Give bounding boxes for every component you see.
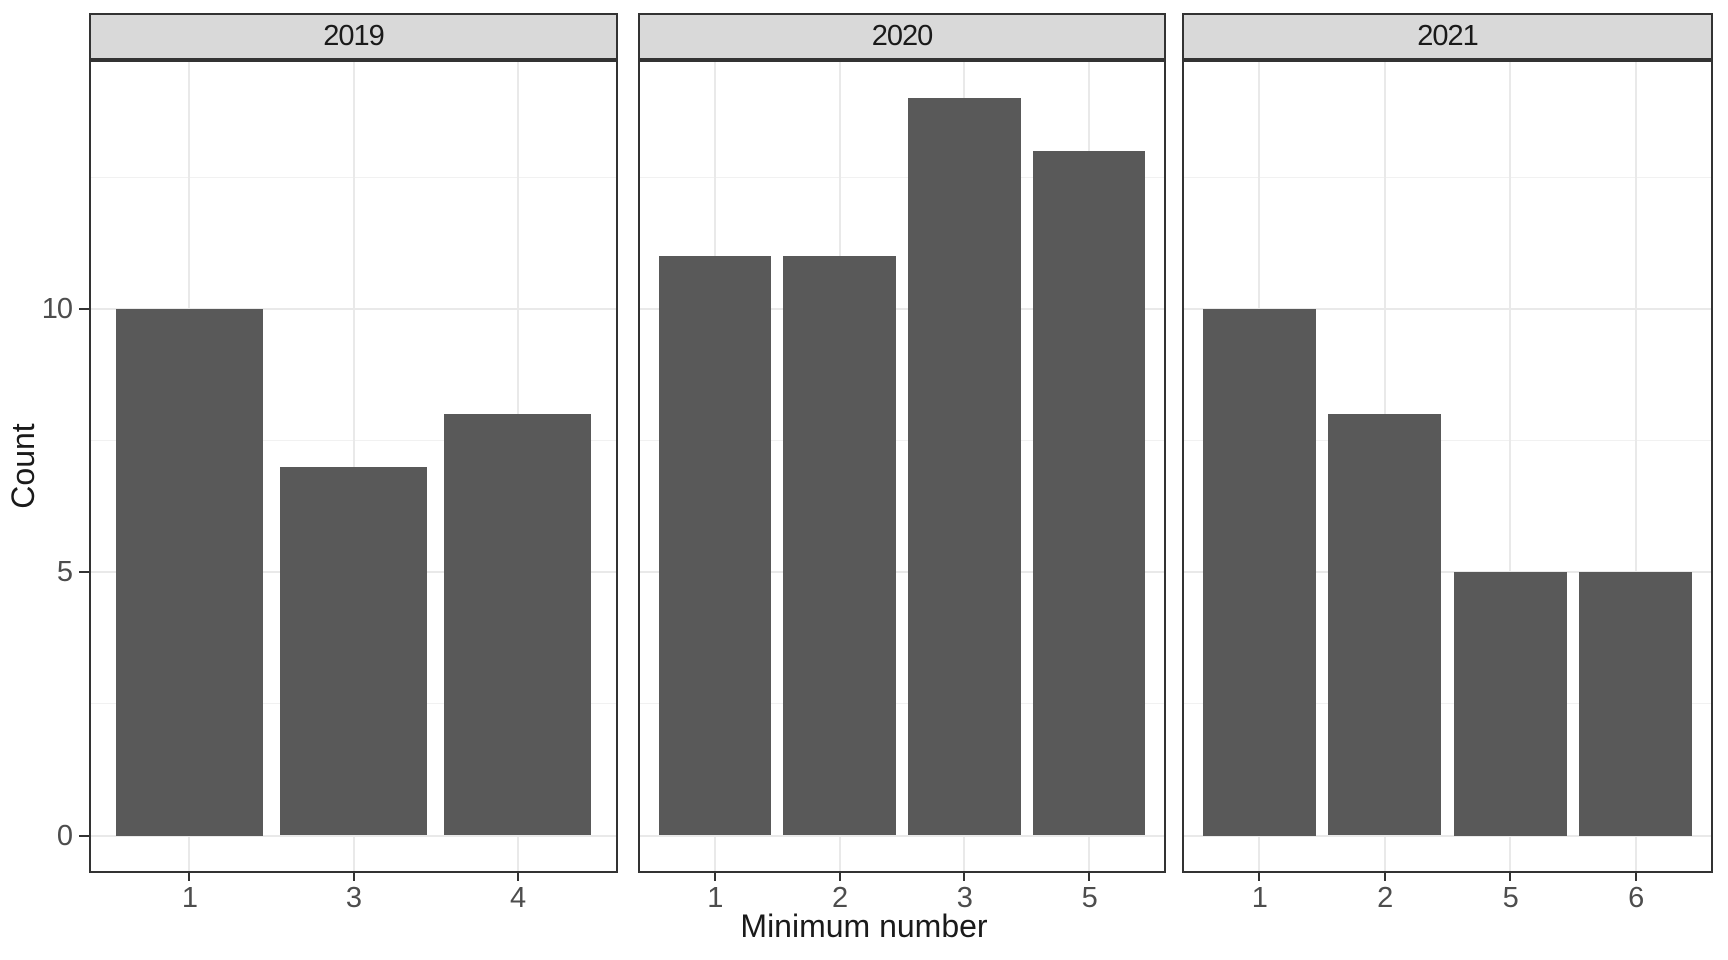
x-tick-mark (352, 873, 355, 881)
x-tick-mark (1634, 873, 1637, 881)
x-tick-mark (1383, 873, 1386, 881)
gridline-minor-horizontal (640, 703, 1164, 705)
bar (115, 309, 264, 836)
bar (1453, 572, 1567, 836)
x-tick-label: 1 (181, 882, 198, 914)
x-tick-mark (963, 873, 966, 881)
x-tick-label: 2 (1377, 882, 1393, 914)
facet-panel (89, 60, 618, 873)
facet-strip-label: 2021 (1417, 20, 1479, 52)
bar (658, 256, 771, 836)
facet-strip: 2019 (89, 13, 618, 60)
bar (1328, 414, 1442, 836)
bar (1033, 151, 1146, 836)
x-tick-label: 6 (1628, 882, 1644, 914)
gridline-major-horizontal (1184, 571, 1711, 574)
facet-strip: 2020 (638, 13, 1166, 60)
x-tick-label: 4 (509, 882, 526, 914)
gridline-minor-horizontal (1184, 440, 1711, 442)
y-tick-mark (79, 308, 89, 310)
x-tick-mark (1509, 873, 1512, 881)
x-tick-label: 3 (345, 882, 362, 914)
bar (279, 466, 428, 836)
gridline-vertical (352, 62, 355, 871)
gridline-major-horizontal (1184, 834, 1711, 837)
bar (908, 98, 1021, 836)
x-tick-label: 3 (956, 882, 973, 914)
bar (1202, 309, 1316, 836)
y-tick-label: 0 (56, 819, 73, 852)
facet-panel (1182, 60, 1713, 873)
facet-strip: 2021 (1182, 13, 1713, 60)
facet-panel-inner (91, 62, 616, 871)
facet-strip-label: 2020 (871, 20, 934, 52)
gridline-major-horizontal (1184, 308, 1711, 310)
y-tick-mark (79, 571, 89, 574)
gridline-minor-horizontal (640, 440, 1164, 442)
x-tick-mark (516, 873, 519, 881)
bar (443, 414, 592, 836)
gridline-major-horizontal (640, 834, 1164, 837)
x-tick-label: 1 (1251, 882, 1268, 914)
facet-panel (638, 60, 1166, 873)
gridline-minor-horizontal (1184, 176, 1711, 178)
x-tick-mark (188, 873, 191, 881)
x-tick-label: 2 (832, 882, 848, 914)
x-tick-label: 5 (1502, 882, 1519, 914)
x-tick-label: 5 (1081, 882, 1098, 914)
facet-panel-inner (1184, 62, 1711, 871)
y-tick-label: 5 (56, 556, 73, 589)
bar (1579, 572, 1693, 836)
gridline-minor-horizontal (1184, 703, 1711, 705)
x-tick-label: 1 (707, 882, 723, 914)
bar (783, 256, 896, 836)
x-tick-mark (713, 873, 716, 881)
x-tick-mark (1088, 873, 1091, 881)
facet-strip-label: 2019 (323, 20, 385, 52)
x-tick-mark (1258, 873, 1261, 881)
x-axis-title: Minimum number (740, 908, 988, 944)
gridline-vertical (1634, 62, 1637, 871)
y-tick-mark (79, 834, 89, 837)
gridline-major-horizontal (640, 308, 1164, 310)
facet-panel-inner (640, 62, 1164, 871)
gridline-vertical (1509, 62, 1512, 871)
gridline-major-horizontal (640, 571, 1164, 574)
gridline-minor-horizontal (640, 176, 1164, 178)
y-tick-label: 10 (41, 293, 73, 325)
x-tick-mark (838, 873, 841, 881)
